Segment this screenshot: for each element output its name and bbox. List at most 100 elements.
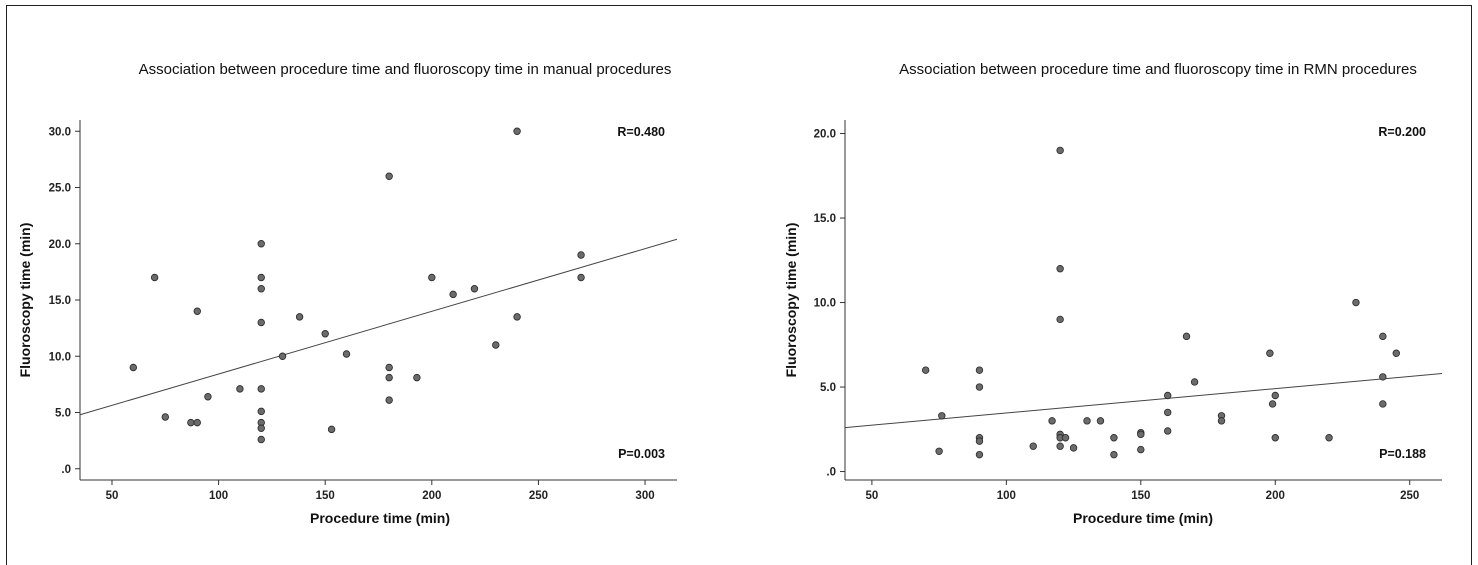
- data-point: [187, 418, 195, 427]
- data-point: [257, 435, 265, 444]
- x-tick-label: 50: [106, 490, 119, 502]
- data-point: [150, 273, 159, 282]
- data-point: [975, 366, 984, 374]
- data-point: [1096, 417, 1105, 425]
- x-tick-label: 50: [865, 490, 878, 502]
- data-point: [385, 363, 393, 372]
- data-point: [1137, 445, 1145, 454]
- y-tick-label: .0: [826, 467, 836, 479]
- data-point: [1056, 442, 1064, 450]
- data-point: [1325, 434, 1333, 442]
- y-axis-title: Fluoroscopy time (min): [783, 223, 799, 378]
- data-point: [975, 383, 984, 391]
- x-tick-label: 250: [1400, 490, 1419, 502]
- y-tick-label: 30.0: [49, 126, 71, 138]
- data-point: [385, 172, 393, 180]
- y-tick-label: .0: [61, 464, 71, 476]
- data-point: [577, 251, 585, 259]
- y-axis-title: Fluoroscopy time (min): [17, 223, 33, 378]
- data-point: [1217, 417, 1226, 425]
- data-point: [1069, 444, 1078, 452]
- r-value-annotation: R=0.480: [617, 125, 665, 139]
- data-point: [975, 450, 984, 459]
- chart-title: Association between procedure time and f…: [139, 61, 672, 78]
- data-point: [1056, 265, 1064, 273]
- data-point: [449, 290, 457, 299]
- data-point: [193, 307, 201, 315]
- data-point: [257, 273, 265, 282]
- y-tick-label: 10.0: [49, 351, 71, 363]
- y-tick-label: 10.0: [814, 298, 836, 310]
- data-point: [1379, 332, 1387, 341]
- data-point: [321, 330, 329, 338]
- data-point: [1164, 408, 1172, 417]
- x-axis-title: Procedure time (min): [310, 510, 450, 526]
- data-point: [470, 285, 479, 293]
- data-point: [1379, 373, 1387, 381]
- data-point: [1110, 434, 1118, 442]
- data-point: [1182, 332, 1191, 341]
- y-tick-label: 15.0: [49, 295, 71, 307]
- x-tick-label: 100: [997, 490, 1016, 502]
- data-point: [975, 437, 984, 445]
- data-point: [1083, 417, 1091, 425]
- data-point: [1029, 442, 1037, 450]
- data-point: [129, 363, 138, 372]
- rmn-scatter-chart: Association between procedure time and f…: [783, 61, 1443, 526]
- fit-line: [79, 238, 678, 416]
- data-point: [1048, 417, 1056, 425]
- data-point: [1392, 349, 1400, 357]
- data-point: [1056, 146, 1064, 155]
- data-point: [257, 318, 265, 327]
- data-point: [1352, 298, 1360, 307]
- x-tick-label: 100: [209, 490, 228, 502]
- data-point: [1110, 450, 1118, 459]
- data-point: [1164, 427, 1172, 435]
- data-point: [1379, 400, 1387, 408]
- data-point: [295, 313, 304, 321]
- data-point: [428, 273, 436, 282]
- data-point: [257, 385, 265, 393]
- data-point: [257, 285, 265, 293]
- data-point: [385, 396, 393, 404]
- p-value-annotation: P=0.188: [1379, 447, 1426, 461]
- data-point: [1061, 434, 1070, 442]
- data-point: [257, 424, 265, 432]
- data-point: [204, 393, 212, 401]
- data-point: [938, 412, 946, 420]
- x-tick-label: 200: [422, 490, 441, 502]
- data-point: [921, 366, 930, 374]
- p-value-annotation: P=0.003: [618, 447, 665, 461]
- data-point: [257, 407, 265, 416]
- data-point: [413, 373, 421, 382]
- data-point: [513, 313, 521, 321]
- data-point: [236, 385, 244, 393]
- data-point: [513, 127, 521, 135]
- data-point: [1266, 349, 1274, 357]
- data-point: [1164, 391, 1172, 400]
- y-tick-label: 20.0: [49, 239, 71, 251]
- data-point: [193, 418, 201, 427]
- data-point: [385, 373, 393, 382]
- x-axis-title: Procedure time (min): [1073, 510, 1213, 526]
- r-value-annotation: R=0.200: [1378, 125, 1426, 139]
- data-point: [1271, 391, 1279, 400]
- x-tick-label: 300: [635, 490, 654, 502]
- data-point: [327, 425, 336, 434]
- y-tick-label: 25.0: [49, 183, 71, 195]
- fit-line: [844, 373, 1443, 429]
- data-point: [278, 352, 287, 360]
- x-tick-label: 150: [1131, 490, 1150, 502]
- data-point: [577, 273, 585, 282]
- data-point: [161, 413, 169, 421]
- y-tick-label: 5.0: [820, 382, 836, 394]
- x-tick-label: 200: [1266, 490, 1285, 502]
- data-point: [1271, 434, 1279, 442]
- data-point: [1056, 315, 1064, 324]
- data-point: [1268, 400, 1277, 408]
- manual-scatter-chart: Association between procedure time and f…: [17, 61, 678, 526]
- data-point: [935, 447, 943, 455]
- y-tick-label: 15.0: [814, 213, 836, 225]
- data-point: [1137, 430, 1145, 439]
- y-tick-label: 20.0: [814, 129, 836, 141]
